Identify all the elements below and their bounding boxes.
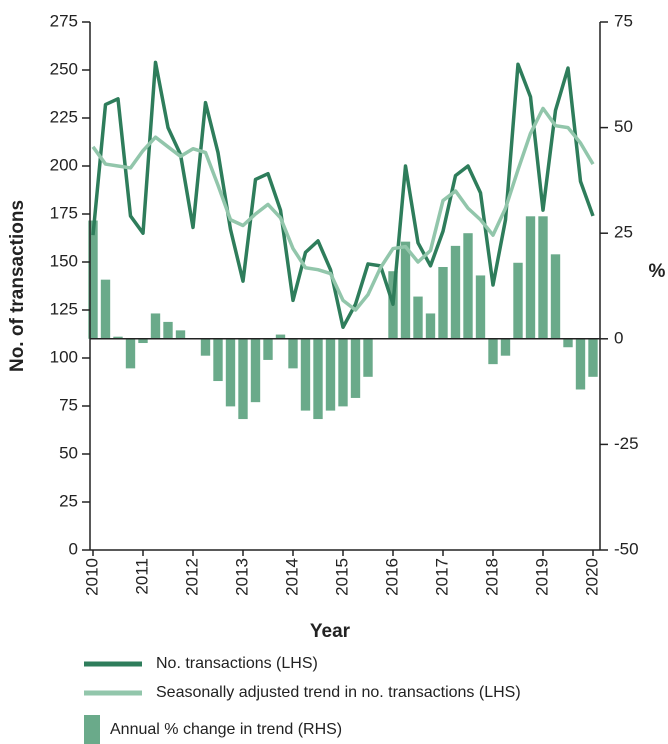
y-tick-label: 250: [50, 59, 78, 78]
y-tick-label: 200: [50, 155, 78, 174]
bar: [88, 220, 98, 339]
y2-tick-label: 0: [614, 328, 623, 347]
x-tick-label: 2012: [182, 558, 201, 596]
bar: [400, 241, 411, 339]
line: [91, 60, 595, 330]
x-tick-label: 2013: [232, 558, 251, 596]
bar: [413, 296, 423, 339]
bar: [300, 338, 311, 411]
bar: [525, 216, 536, 339]
bar: [238, 338, 248, 420]
x-tick-label: 2014: [282, 558, 301, 596]
y-tick-label: 50: [59, 443, 78, 462]
bar: [150, 313, 161, 339]
legend-label: Seasonally adjusted trend in no. transac…: [156, 684, 521, 701]
bar: [113, 336, 123, 339]
x-tick-label: 2020: [582, 558, 601, 596]
bar: [350, 338, 361, 398]
x-axis-label: Year: [310, 621, 351, 642]
y2-tick-label: 25: [614, 223, 633, 242]
bar: [163, 321, 173, 339]
bar: [263, 338, 273, 360]
bar: [563, 338, 573, 348]
bar: [213, 338, 223, 382]
bar: [550, 254, 561, 339]
y2-axis-label: %: [649, 261, 666, 282]
bar: [425, 313, 436, 339]
bar: [313, 338, 323, 420]
x-tick-label: 2015: [332, 558, 351, 596]
y2-tick-label: -25: [614, 434, 639, 453]
bar: [288, 338, 298, 369]
y-tick-label: 225: [50, 107, 78, 126]
y-tick-label: 100: [50, 347, 78, 366]
y-tick-label: 25: [59, 491, 78, 510]
bar: [475, 275, 486, 339]
bar: [175, 330, 186, 339]
y-axis-label: No. of transactions: [7, 200, 28, 372]
bar: [250, 338, 261, 403]
y-tick-label: 175: [50, 203, 78, 222]
y-tick-label: 75: [59, 395, 78, 414]
bar: [538, 216, 548, 339]
y2-tick-label: 75: [614, 11, 633, 30]
bar: [100, 279, 111, 339]
bar: [450, 245, 461, 339]
bar: [225, 338, 236, 407]
bar: [125, 338, 136, 369]
y-tick-label: 0: [69, 539, 78, 558]
bar: [338, 338, 348, 407]
x-tick-label: 2011: [132, 558, 151, 595]
x-tick-label: 2018: [482, 558, 501, 596]
bar: [500, 338, 511, 356]
bar: [588, 338, 598, 377]
y-tick-label: 125: [50, 299, 78, 318]
legend-label: No. transactions (LHS): [156, 655, 318, 672]
y2-tick-label: 50: [614, 117, 633, 136]
bar: [275, 334, 286, 339]
legend-label: Annual % change in trend (RHS): [110, 721, 342, 738]
bar: [488, 338, 498, 365]
bar: [438, 266, 448, 339]
x-tick-label: 2010: [82, 558, 101, 596]
y-tick-label: 275: [50, 11, 78, 30]
bar: [200, 338, 211, 356]
bar: [138, 338, 148, 344]
legend-swatch: [84, 715, 100, 744]
x-tick-label: 2019: [532, 558, 551, 596]
line: [91, 106, 595, 312]
y2-tick-label: -50: [614, 539, 639, 558]
x-tick-label: 2017: [432, 558, 451, 596]
bar: [325, 338, 336, 411]
y-tick-label: 150: [50, 251, 78, 270]
bar: [575, 338, 586, 390]
bar: [363, 338, 373, 377]
bar: [463, 233, 473, 339]
bar: [513, 262, 523, 339]
x-tick-label: 2016: [382, 558, 401, 596]
